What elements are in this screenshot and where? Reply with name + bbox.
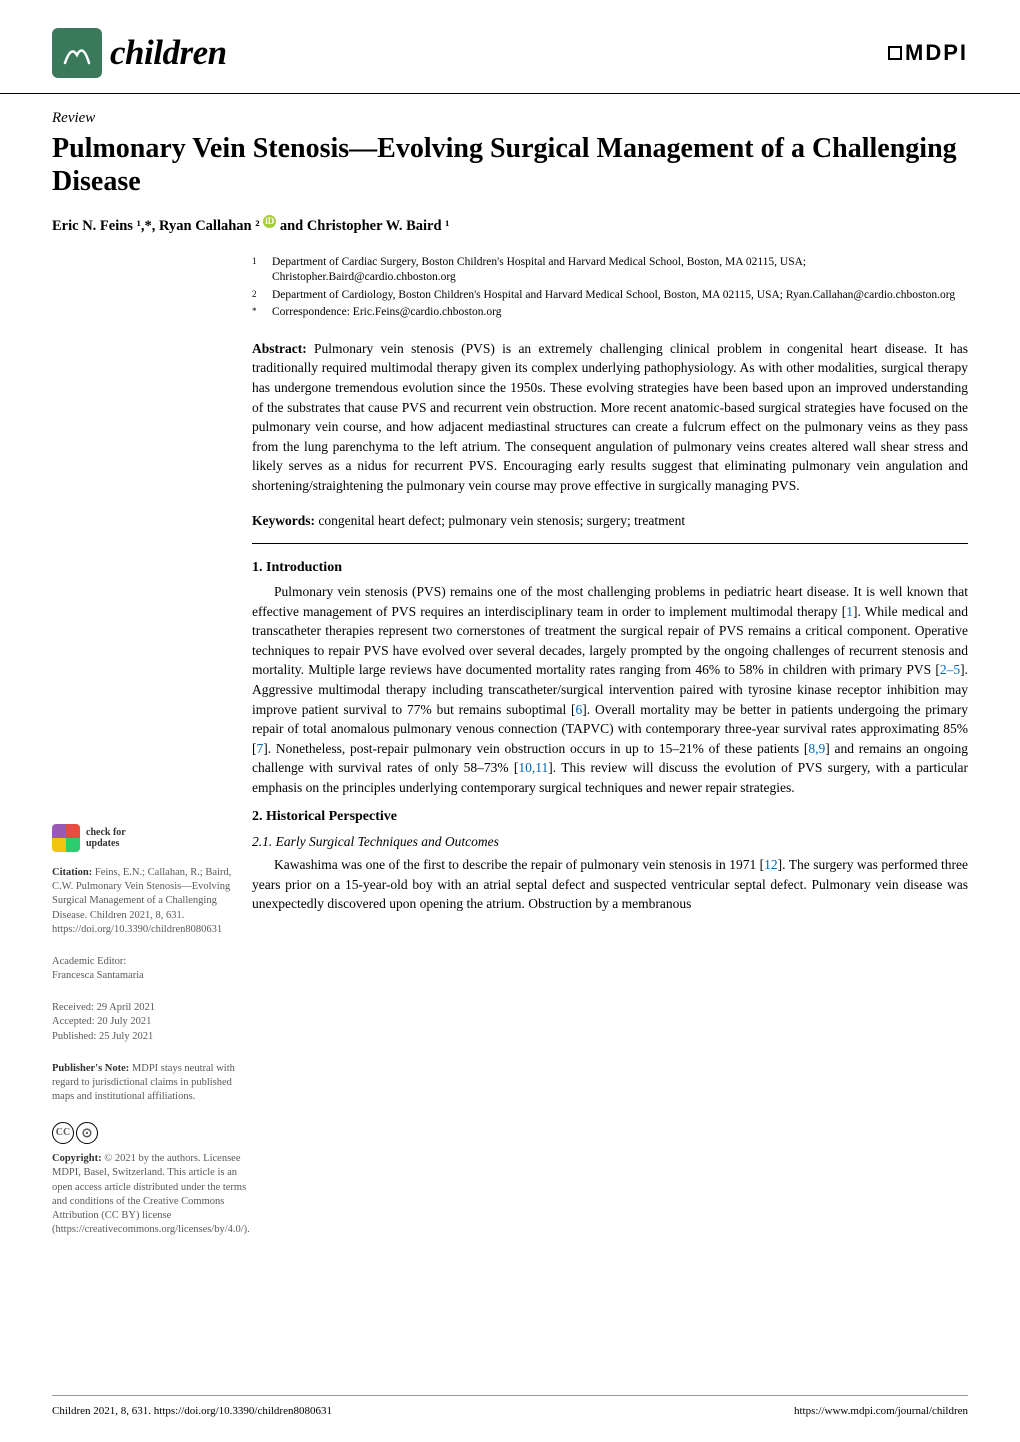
affil-num: 1 <box>252 255 262 286</box>
publishers-note-block: Publisher's Note: MDPI stays neutral wit… <box>52 1062 250 1105</box>
publishers-note-label: Publisher's Note: <box>52 1063 129 1074</box>
author-list: Eric N. Feins ¹,*, Ryan Callahan ² iD an… <box>52 215 968 237</box>
check-for-updates[interactable]: check for updates <box>52 824 250 852</box>
section-heading: 1. Introduction <box>252 558 968 578</box>
sidebar: check for updates Citation: Feins, E.N.;… <box>52 484 250 1255</box>
copyright-label: Copyright: <box>52 1153 102 1164</box>
affiliation-row: 1 Department of Cardiac Surgery, Boston … <box>252 255 968 286</box>
keywords: Keywords: congenital heart defect; pulmo… <box>252 511 968 544</box>
subsection-heading: 2.1. Early Surgical Techniques and Outco… <box>252 832 968 852</box>
cc-license-badge[interactable]: CC ⊙ <box>52 1122 250 1144</box>
check-line1: check for <box>86 827 126 838</box>
authors-part2: and Christopher W. Baird ¹ <box>276 218 449 234</box>
journal-header: children MDPI <box>0 0 1020 94</box>
copyright-text: © 2021 by the authors. Licensee MDPI, Ba… <box>52 1153 250 1235</box>
affiliation-row: * Correspondence: Eric.Feins@cardio.chbo… <box>252 305 968 321</box>
keywords-text: congenital heart defect; pulmonary vein … <box>315 513 685 528</box>
journal-name: children <box>110 28 227 79</box>
publisher-name: MDPI <box>905 37 968 69</box>
body-paragraph: Kawashima was one of the first to descri… <box>252 855 968 914</box>
copyright-block: Copyright: © 2021 by the authors. Licens… <box>52 1152 250 1237</box>
affil-num: 2 <box>252 288 262 304</box>
journal-logo: children <box>52 28 227 79</box>
academic-editor-block: Academic Editor: Francesca Santamaria <box>52 955 250 983</box>
affil-num: * <box>252 305 262 321</box>
academic-editor-label: Academic Editor: <box>52 955 250 969</box>
authors-part1: Eric N. Feins ¹,*, Ryan Callahan ² <box>52 218 263 234</box>
orcid-icon[interactable]: iD <box>263 215 276 228</box>
affil-text: Correspondence: Eric.Feins@cardio.chbost… <box>272 305 501 321</box>
publisher-logo: MDPI <box>888 37 968 69</box>
article-title: Pulmonary Vein Stenosis—Evolving Surgica… <box>52 132 968 199</box>
keywords-label: Keywords: <box>252 513 315 528</box>
footer-right: https://www.mdpi.com/journal/children <box>794 1404 968 1420</box>
article-type: Review <box>52 108 968 130</box>
citation-label: Citation: <box>52 867 92 878</box>
academic-editor-name: Francesca Santamaria <box>52 969 250 983</box>
affil-text: Department of Cardiac Surgery, Boston Ch… <box>272 255 968 286</box>
affiliations: 1 Department of Cardiac Surgery, Boston … <box>252 255 968 321</box>
dates-block: Received: 29 April 2021 Accepted: 20 Jul… <box>52 1001 250 1044</box>
mdpi-square-icon <box>888 46 902 60</box>
accepted-date: Accepted: 20 July 2021 <box>52 1015 250 1029</box>
section-heading: 2. Historical Perspective <box>252 807 968 827</box>
affiliation-row: 2 Department of Cardiology, Boston Child… <box>252 288 968 304</box>
received-date: Received: 29 April 2021 <box>52 1001 250 1015</box>
check-line2: updates <box>86 838 126 849</box>
cc-icon: CC <box>52 1122 74 1144</box>
body-paragraph: Pulmonary vein stenosis (PVS) remains on… <box>252 582 968 797</box>
citation-block: Citation: Feins, E.N.; Callahan, R.; Bai… <box>52 866 250 937</box>
published-date: Published: 25 July 2021 <box>52 1030 250 1044</box>
check-updates-text: check for updates <box>86 827 126 849</box>
footer-left: Children 2021, 8, 631. https://doi.org/1… <box>52 1404 332 1420</box>
check-updates-icon <box>52 824 80 852</box>
affil-text: Department of Cardiology, Boston Childre… <box>272 288 955 304</box>
by-icon: ⊙ <box>76 1122 98 1144</box>
abstract-text: Pulmonary vein stenosis (PVS) is an extr… <box>252 341 968 493</box>
abstract: Abstract: Pulmonary vein stenosis (PVS) … <box>252 339 968 496</box>
page-footer: Children 2021, 8, 631. https://doi.org/1… <box>52 1395 968 1420</box>
journal-icon <box>52 28 102 78</box>
abstract-label: Abstract: <box>252 341 307 356</box>
